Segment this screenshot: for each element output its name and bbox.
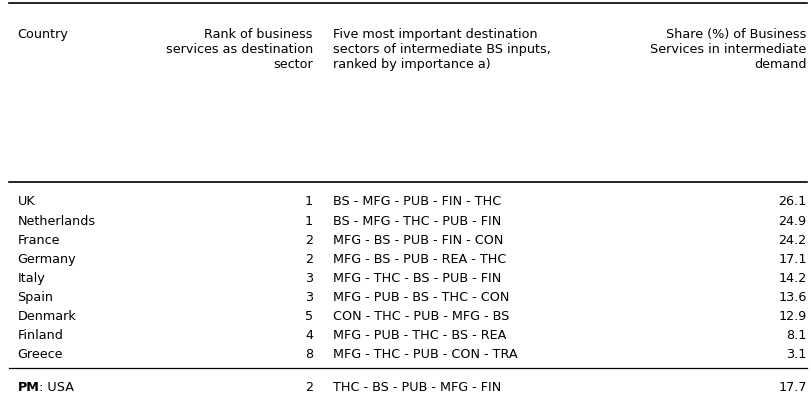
Text: Country: Country	[18, 28, 68, 41]
Text: MFG - BS - PUB - FIN - CON: MFG - BS - PUB - FIN - CON	[333, 233, 503, 246]
Text: 17.7: 17.7	[777, 381, 805, 394]
Text: 8.1: 8.1	[785, 329, 805, 342]
Text: 2: 2	[305, 253, 312, 266]
Text: Spain: Spain	[18, 291, 54, 304]
Text: 1: 1	[304, 195, 312, 208]
Text: 24.2: 24.2	[778, 233, 805, 246]
Text: Rank of business
services as destination
sector: Rank of business services as destination…	[165, 28, 312, 71]
Text: 3: 3	[304, 272, 312, 285]
Text: 3: 3	[304, 291, 312, 304]
Text: MFG - THC - BS - PUB - FIN: MFG - THC - BS - PUB - FIN	[333, 272, 501, 285]
Text: BS - MFG - THC - PUB - FIN: BS - MFG - THC - PUB - FIN	[333, 215, 501, 228]
Text: Greece: Greece	[18, 348, 63, 361]
Text: 24.9: 24.9	[778, 215, 805, 228]
Text: Denmark: Denmark	[18, 310, 76, 323]
Text: 8: 8	[304, 348, 312, 361]
Text: 2: 2	[305, 381, 312, 394]
Text: 17.1: 17.1	[777, 253, 805, 266]
Text: Five most important destination
sectors of intermediate BS inputs,
ranked by imp: Five most important destination sectors …	[333, 28, 551, 71]
Text: : USA: : USA	[40, 381, 75, 394]
Text: THC - BS - PUB - MFG - FIN: THC - BS - PUB - MFG - FIN	[333, 381, 501, 394]
Text: 4: 4	[305, 329, 312, 342]
Text: 2: 2	[305, 233, 312, 246]
Text: 13.6: 13.6	[777, 291, 805, 304]
Text: France: France	[18, 233, 60, 246]
Text: MFG - BS - PUB - REA - THC: MFG - BS - PUB - REA - THC	[333, 253, 506, 266]
Text: Netherlands: Netherlands	[18, 215, 96, 228]
Text: BS - MFG - PUB - FIN - THC: BS - MFG - PUB - FIN - THC	[333, 195, 501, 208]
Text: 3.1: 3.1	[785, 348, 805, 361]
Text: Italy: Italy	[18, 272, 45, 285]
Text: 26.1: 26.1	[778, 195, 805, 208]
Text: CON - THC - PUB - MFG - BS: CON - THC - PUB - MFG - BS	[333, 310, 509, 323]
Text: MFG - PUB - THC - BS - REA: MFG - PUB - THC - BS - REA	[333, 329, 506, 342]
Text: PM: PM	[18, 381, 40, 394]
Text: MFG - THC - PUB - CON - TRA: MFG - THC - PUB - CON - TRA	[333, 348, 517, 361]
Text: 14.2: 14.2	[778, 272, 805, 285]
Text: 5: 5	[304, 310, 312, 323]
Text: Share (%) of Business
Services in intermediate
demand: Share (%) of Business Services in interm…	[650, 28, 805, 71]
Text: MFG - PUB - BS - THC - CON: MFG - PUB - BS - THC - CON	[333, 291, 509, 304]
Text: Germany: Germany	[18, 253, 76, 266]
Text: 1: 1	[304, 215, 312, 228]
Text: 12.9: 12.9	[778, 310, 805, 323]
Text: UK: UK	[18, 195, 35, 208]
Text: Finland: Finland	[18, 329, 63, 342]
